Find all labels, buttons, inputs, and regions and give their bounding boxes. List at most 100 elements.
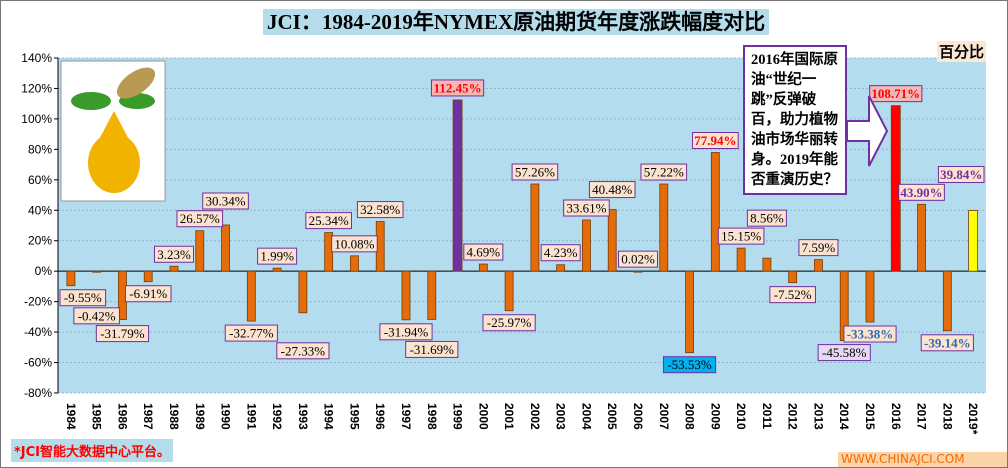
y-tick-label: 120% — [21, 81, 52, 95]
bar-1993 — [298, 270, 308, 314]
x-tick-label: 2007 — [657, 403, 671, 430]
bar-1989 — [195, 230, 205, 272]
bar-2002 — [530, 183, 540, 272]
data-label: 57.26% — [515, 164, 555, 179]
x-tick-label: 1984 — [64, 403, 78, 430]
data-label-box — [540, 244, 581, 262]
x-tick-label: 2013 — [811, 403, 825, 430]
annotation-callout: 2016年国际原油“世纪一跳”反弹破百，助力植物油市场华丽转身。2019年能否重… — [743, 45, 847, 195]
data-label-box — [405, 340, 459, 358]
x-tick-label: 1999 — [451, 403, 465, 430]
bar-1992 — [272, 267, 282, 272]
data-label-box — [95, 325, 150, 343]
bar-2001 — [504, 270, 514, 312]
data-label: 40.48% — [592, 182, 632, 197]
x-tick-label: 2008 — [683, 403, 697, 430]
bar-1997 — [401, 270, 411, 321]
data-label: -31.69% — [410, 342, 455, 357]
data-label-box — [511, 163, 559, 181]
data-label: 8.56% — [750, 211, 784, 226]
data-label-box — [843, 325, 897, 343]
bar-2003 — [556, 264, 566, 272]
data-label: 7.59% — [802, 240, 836, 255]
data-label-box — [640, 163, 688, 181]
bar-2007 — [659, 183, 669, 272]
bar-2018 — [942, 270, 952, 332]
x-tick-label: 1993 — [296, 403, 310, 430]
y-axis-unit: 百分比 — [937, 41, 987, 62]
data-label: -31.94% — [384, 324, 429, 339]
data-label-box — [482, 314, 536, 332]
data-label-box — [276, 342, 330, 360]
bar-2000 — [478, 263, 488, 272]
data-label: -45.58% — [822, 345, 867, 360]
data-label-box — [59, 289, 107, 307]
x-tick-label: 2004 — [579, 403, 593, 430]
y-tick-label: 80% — [28, 142, 52, 156]
y-tick-label: 100% — [21, 112, 52, 126]
data-label-box — [869, 85, 923, 103]
data-label: 32.58% — [360, 202, 400, 217]
data-label-box — [746, 209, 787, 227]
data-label: 43.90% — [900, 185, 942, 200]
x-tick-label: 1994 — [322, 403, 336, 430]
data-label: 26.57% — [180, 211, 220, 226]
data-label-box — [588, 181, 636, 199]
data-label: -6.91% — [129, 286, 167, 301]
data-label-box — [798, 239, 839, 257]
bar-2012 — [788, 270, 798, 284]
data-label: 10.08% — [334, 236, 374, 251]
bar-1991 — [246, 270, 256, 322]
data-label: 15.15% — [721, 229, 761, 244]
x-tick-label: 2006 — [631, 403, 645, 430]
x-tick-label: 1998 — [425, 403, 439, 430]
data-label-box — [73, 307, 120, 325]
x-tick-label: 2018 — [940, 403, 954, 430]
data-label: -32.77% — [229, 326, 274, 341]
x-tick-label: 1985 — [90, 403, 104, 430]
y-tick-label: 60% — [28, 173, 52, 187]
data-label-box — [331, 235, 378, 253]
data-label-box — [618, 250, 658, 268]
x-tick-label: 2001 — [502, 403, 516, 430]
footer-copyright: WWW.CHINAJCI.COM ©2002-2019 — [838, 452, 1007, 467]
oil-drop-image — [60, 60, 166, 202]
leaf — [71, 92, 111, 110]
bar-2017 — [917, 203, 926, 272]
bar-1984 — [66, 270, 76, 287]
x-tick-label: 1986 — [115, 403, 129, 430]
x-tick-label: 1996 — [373, 403, 387, 430]
data-label: 108.71% — [871, 86, 920, 101]
data-label: -0.42% — [78, 308, 116, 323]
data-label: 39.84% — [940, 167, 982, 182]
data-label-box — [463, 243, 504, 261]
x-tick-label: 2011 — [760, 403, 774, 429]
data-label-box — [769, 286, 816, 304]
data-label: 1.99% — [260, 249, 294, 264]
data-label-box — [692, 132, 739, 150]
bar-2008 — [685, 270, 694, 354]
bar-2009 — [710, 152, 720, 272]
callout-arrow — [846, 95, 889, 167]
x-tick-label: 1992 — [270, 403, 284, 430]
chart-title: JCI：1984-2019年NYMEX原油期货年度涨跌幅度对比 — [263, 9, 770, 35]
data-label: 77.94% — [694, 133, 736, 148]
data-label: -39.14% — [924, 335, 971, 350]
y-tick-label: -60% — [24, 356, 52, 370]
y-tick-label: 0% — [35, 264, 53, 278]
x-tick-label: 2010 — [734, 403, 748, 430]
bar-1995 — [350, 255, 359, 272]
data-label-box — [154, 245, 194, 263]
data-label: 33.61% — [566, 201, 606, 216]
data-label: -7.52% — [774, 287, 812, 302]
x-tick-label: 2012 — [786, 403, 800, 430]
x-tick-label: 2017 — [915, 403, 929, 430]
bar-1990 — [221, 224, 230, 272]
footer-source: *JCI智能大数据中心平台。 — [11, 439, 174, 462]
x-tick-label: 1989 — [193, 403, 207, 430]
data-label: -31.79% — [100, 326, 145, 341]
data-label: 30.34% — [206, 193, 246, 208]
data-label: -33.38% — [847, 327, 894, 342]
data-label: 112.45% — [434, 80, 482, 95]
data-label-box — [563, 199, 610, 217]
